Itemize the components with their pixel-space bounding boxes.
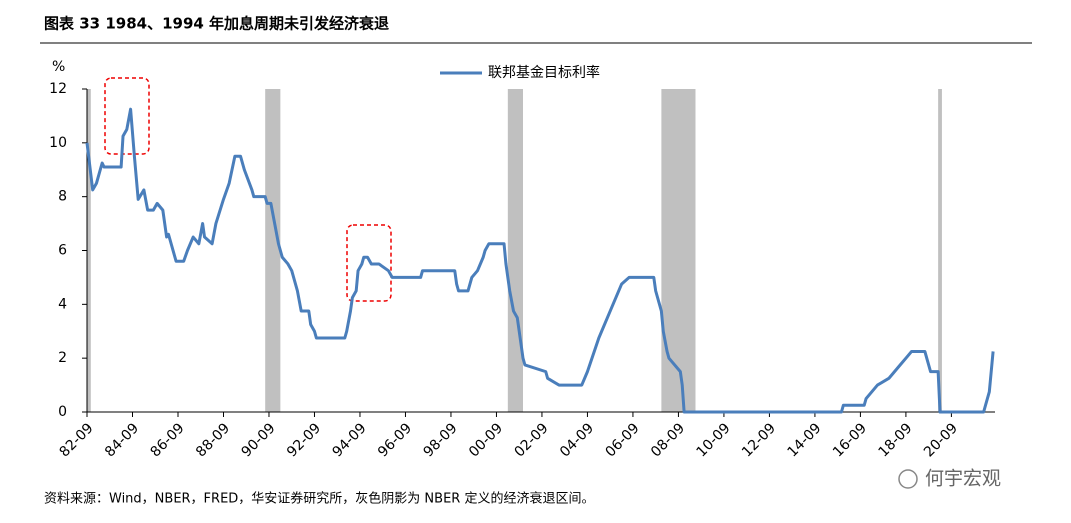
x-tick-label: 82-09 [57,420,97,460]
x-tick-label: 08-09 [648,420,688,460]
y-tick-label: 0 [58,404,67,420]
x-tick-label: 04-09 [557,420,597,460]
x-tick-label: 10-09 [693,420,733,460]
x-tick-label: 14-09 [784,420,824,460]
recession-band [87,89,91,412]
watermark-icon [898,469,918,489]
source-note: 资料来源：Wind，NBER，FRED，华安证券研究所，灰色阴影为 NBER 定… [44,491,594,507]
x-tick-label: 00-09 [466,420,506,460]
x-tick-label: 98-09 [421,420,461,460]
y-tick-label: 2 [58,350,67,366]
legend-label: 联邦基金目标利率 [488,64,600,81]
y-tick-label: 10 [49,135,67,151]
y-tick-label: 12 [49,81,67,97]
x-tick-label: 96-09 [375,420,415,460]
recession-band [265,89,281,412]
x-tick-label: 94-09 [330,420,370,460]
watermark: 何宇宏观 [925,468,1001,490]
x-tick-label: 18-09 [875,420,915,460]
x-tick-label: 86-09 [148,420,188,460]
highlight-box [346,224,392,302]
series-line [85,107,995,414]
x-tick-label: 20-09 [921,420,961,460]
chart-title: 图表 33 1984、1994 年加息周期未引发经济衰退 [44,15,389,33]
y-tick-label: 4 [58,296,67,312]
recession-band [938,89,942,412]
x-tick-label: 92-09 [284,420,324,460]
y-axis-label: % [52,59,65,75]
x-tick-label: 02-09 [512,420,552,460]
x-tick-label: 88-09 [193,420,233,460]
highlight-box [104,77,150,155]
x-tick-label: 16-09 [830,420,870,460]
y-tick-label: 6 [58,243,67,259]
x-tick-label: 84-09 [102,420,142,460]
recession-band [661,89,696,412]
x-tick-label: 06-09 [603,420,643,460]
x-tick-label: 90-09 [239,420,279,460]
x-tick-label: 12-09 [739,420,779,460]
y-tick-label: 8 [58,189,67,205]
recession-band [507,89,523,412]
